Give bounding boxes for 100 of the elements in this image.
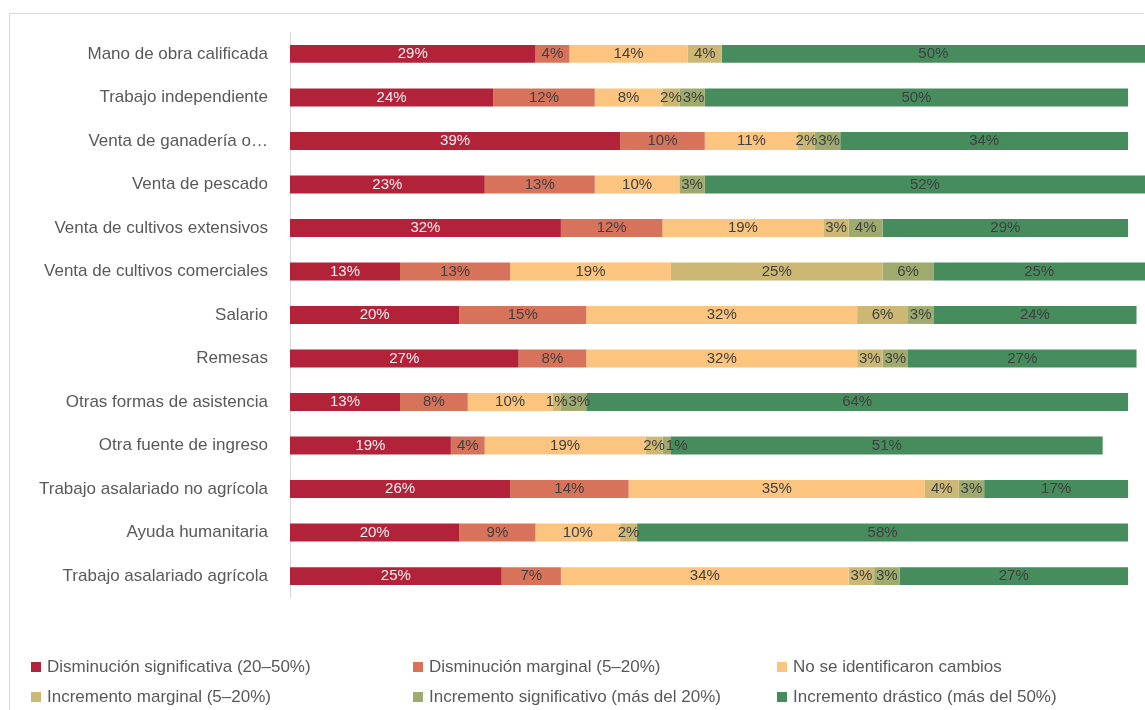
data-label: 4%: [693, 44, 716, 62]
data-label: 13%: [524, 174, 555, 192]
bar: [721, 45, 1145, 63]
y-tick-label: Otras formas de asistencia: [65, 391, 269, 411]
data-label: 13%: [440, 261, 471, 279]
legend-label: Incremento drástico (más del 50%): [793, 687, 1057, 707]
bar: [628, 480, 925, 498]
data-label: 27%: [1007, 348, 1038, 366]
data-label: 20%: [359, 522, 390, 540]
data-label: 2%: [643, 435, 665, 453]
bar: [933, 262, 1145, 281]
bar: [459, 306, 587, 324]
data-label: 9%: [486, 522, 509, 540]
data-label: 14%: [613, 44, 644, 62]
y-tick-label: Trabajo asalariado agrícola: [62, 565, 269, 585]
legend-label: No se identificaron cambios: [793, 657, 1002, 677]
data-label: 10%: [647, 131, 678, 149]
bar: [510, 480, 629, 498]
bar: [670, 262, 883, 281]
data-label: 34%: [689, 566, 720, 584]
bar: [840, 132, 1129, 150]
bar: [560, 219, 663, 237]
data-label: 13%: [330, 261, 361, 279]
y-tick-label: Trabajo asalariado no agrícola: [38, 478, 269, 498]
bar: [290, 393, 401, 411]
data-label: 3%: [909, 305, 932, 323]
data-label: 10%: [622, 174, 653, 192]
data-label: 50%: [918, 44, 949, 62]
data-label: 50%: [901, 87, 932, 105]
data-label: 10%: [495, 392, 526, 410]
data-label: 12%: [596, 218, 627, 236]
bar: [586, 306, 858, 324]
data-label: 3%: [682, 87, 705, 105]
bar: [569, 45, 688, 63]
bar: [984, 480, 1129, 498]
data-label: 32%: [706, 305, 737, 323]
data-label: 19%: [355, 435, 386, 453]
data-label: 6%: [871, 305, 894, 323]
bar: [882, 219, 1129, 237]
bar: [290, 88, 494, 107]
data-label: 29%: [397, 44, 428, 62]
y-tick-label: Trabajo independiente: [99, 87, 268, 107]
data-label: 24%: [376, 87, 407, 105]
data-label: 8%: [423, 392, 445, 410]
bar: [907, 349, 1137, 368]
bar: [933, 306, 1137, 324]
data-label: 17%: [1041, 479, 1072, 497]
legend-label: Disminución marginal (5–20%): [429, 657, 661, 677]
data-label: 19%: [727, 218, 758, 236]
data-label: 3%: [859, 348, 881, 366]
y-tick-label: Otra fuente de ingreso: [98, 435, 268, 455]
data-label: 4%: [854, 218, 877, 236]
data-label: 25%: [761, 261, 792, 279]
data-label: 3%: [960, 479, 983, 497]
data-label: 32%: [410, 218, 441, 236]
data-label: 52%: [909, 174, 940, 192]
y-tick-label: Venta de cultivos comerciales: [44, 261, 268, 281]
bar: [637, 523, 1129, 542]
data-label: 4%: [456, 435, 479, 453]
data-label: 3%: [818, 131, 840, 149]
bar: [290, 480, 511, 498]
y-tick-label: Venta de pescado: [131, 174, 268, 194]
data-label: 23%: [372, 174, 403, 192]
data-label: 3%: [850, 566, 873, 584]
data-label: 11%: [736, 131, 766, 149]
bar: [704, 132, 798, 150]
bar: [501, 567, 561, 585]
data-label: 3%: [681, 174, 703, 192]
legend-label: Incremento marginal (5–20%): [47, 687, 271, 707]
data-label: 25%: [1024, 261, 1055, 279]
data-label: 29%: [990, 218, 1021, 236]
bar: [290, 219, 561, 237]
data-label: 58%: [867, 522, 898, 540]
data-label: 19%: [575, 261, 606, 279]
data-label: 4%: [541, 44, 564, 62]
data-label: 2%: [660, 87, 682, 105]
bar: [586, 349, 858, 368]
data-label: 24%: [1019, 305, 1050, 323]
bar: [704, 175, 1145, 194]
y-tick-label: Venta de ganadería o…: [88, 130, 268, 150]
data-label: 13%: [330, 392, 361, 410]
bar: [290, 567, 502, 585]
bar: [560, 567, 849, 585]
bar: [290, 45, 536, 63]
data-label: 19%: [550, 435, 581, 453]
data-label: 20%: [359, 305, 390, 323]
data-label: 14%: [554, 479, 585, 497]
data-label: 6%: [897, 261, 919, 279]
data-label: 27%: [998, 566, 1029, 584]
data-label: 25%: [380, 566, 411, 584]
y-tick-label: Salario: [215, 304, 268, 324]
bar: [290, 175, 485, 194]
data-label: 1%: [545, 392, 568, 410]
data-label: 4%: [930, 479, 953, 497]
data-label: 39%: [440, 131, 471, 149]
data-label: 64%: [842, 392, 873, 410]
data-label: 26%: [385, 479, 416, 497]
bar: [704, 88, 1129, 107]
data-label: 35%: [761, 479, 792, 497]
data-label: 27%: [389, 348, 420, 366]
